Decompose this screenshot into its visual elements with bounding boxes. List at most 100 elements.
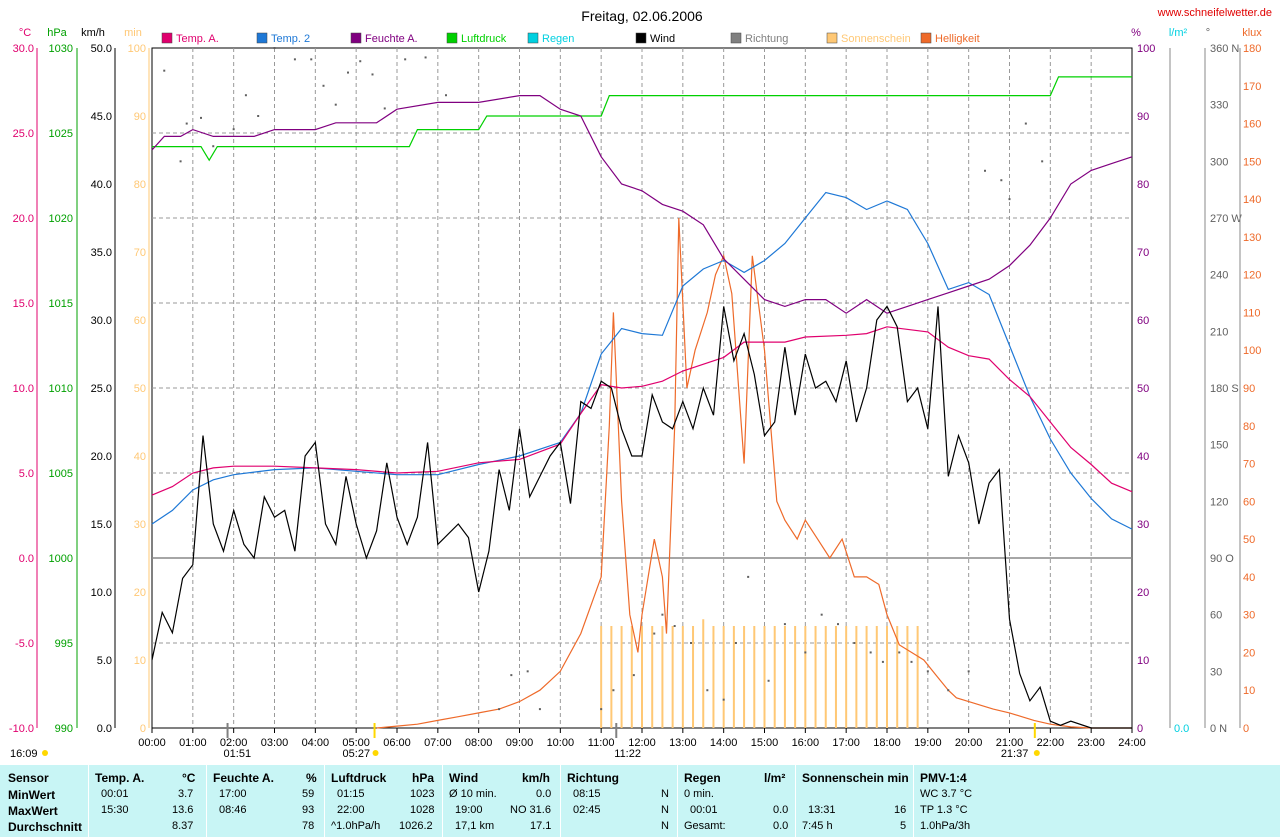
series-line bbox=[151, 305, 1132, 729]
axis-tick-label: 70 bbox=[134, 247, 146, 259]
temp-header: Temp. A. bbox=[95, 771, 145, 785]
direction-point bbox=[910, 660, 913, 663]
axis-tick-label: 50 bbox=[1137, 383, 1149, 395]
axis-tick-label: 5.0 bbox=[97, 655, 112, 667]
chart-legend: Temp. A. Temp. 2 Feuchte A. Luftdruck Regen W… bbox=[161, 32, 980, 45]
time-tick-label: 03:00 bbox=[261, 737, 289, 749]
series-richtung bbox=[163, 47, 1044, 711]
axis-tick-label: 30 bbox=[1243, 610, 1255, 622]
axis-tick-label: 70 bbox=[1243, 459, 1255, 471]
axis-tick-label: 80 bbox=[134, 179, 146, 191]
axis-tick-label: 30.0 bbox=[13, 43, 34, 55]
time-tick-label: 07:00 bbox=[424, 737, 452, 749]
direction-avg-value: N bbox=[661, 820, 669, 832]
axis-tick-label: 90 O bbox=[1210, 553, 1234, 565]
time-tick-label: 16:00 bbox=[792, 737, 820, 749]
axis-tick-label: 150 bbox=[1210, 440, 1228, 452]
wind-header: Wind bbox=[449, 771, 479, 785]
site-link[interactable]: www.schneifelwetter.de bbox=[1157, 7, 1272, 19]
direction-point bbox=[820, 613, 823, 616]
axis-tick-label: 0 bbox=[1137, 723, 1143, 735]
axis-tick-label: 1020 bbox=[49, 213, 73, 225]
direction-point bbox=[1041, 160, 1044, 163]
axis-tick-label: 180 bbox=[1243, 43, 1261, 55]
humidity-unit: % bbox=[306, 771, 317, 785]
time-axis: 00:00 01:00 02:00 03:00 04:00 05:00 06:00 07:00… bbox=[138, 728, 1146, 749]
time-tick-label: 12:00 bbox=[628, 737, 656, 749]
chart-title: Freitag, 02.06.2006 bbox=[581, 8, 703, 24]
axis-tick-label: 300 bbox=[1210, 156, 1228, 168]
row-label-sensor: Sensor bbox=[8, 771, 49, 785]
temp-min-value: 3.7 bbox=[178, 788, 194, 800]
temp-avg-value: 8.37 bbox=[172, 820, 194, 832]
temp-max-value: 13.6 bbox=[172, 804, 194, 816]
axis-tick-label: 0 N bbox=[1210, 723, 1227, 735]
axis-tick-label: 20 bbox=[1137, 587, 1149, 599]
series-feuchte-a- bbox=[151, 94, 1133, 314]
direction-point bbox=[706, 689, 709, 692]
pressure-trend: ^1.0hPa/h bbox=[331, 820, 381, 832]
time-tick-label: 13:00 bbox=[669, 737, 697, 749]
direction-point bbox=[334, 103, 337, 106]
direction-point bbox=[804, 651, 807, 654]
sunrise-time: 05:27 bbox=[343, 748, 371, 760]
time-tick-label: 17:00 bbox=[832, 737, 860, 749]
direction-point bbox=[310, 58, 313, 61]
axis-tick-label: 40.0 bbox=[91, 179, 112, 191]
axis-unit: klux bbox=[1242, 27, 1262, 39]
series-sonnenschein bbox=[600, 619, 919, 728]
series-line bbox=[376, 217, 1132, 729]
humidity-header: Feuchte A. bbox=[213, 771, 274, 785]
chart-grid bbox=[151, 47, 1133, 729]
temp-max-time: 15:30 bbox=[101, 804, 129, 816]
axis-tick-label: 990 bbox=[55, 723, 73, 735]
axis-unit: °C bbox=[19, 27, 31, 39]
direction-point bbox=[179, 160, 182, 163]
axis-tick-label: 30 bbox=[1137, 519, 1149, 531]
direction-point bbox=[526, 670, 529, 673]
time-tick-label: 00:00 bbox=[138, 737, 166, 749]
sunshine-header: Sonnenschein min bbox=[802, 771, 909, 785]
direction-point bbox=[690, 642, 692, 644]
direction-point bbox=[185, 122, 188, 125]
axis-tick-label: 35.0 bbox=[91, 247, 112, 259]
axis-tick-label: 995 bbox=[55, 638, 73, 650]
direction-point bbox=[722, 698, 725, 701]
temp-min-time: 00:01 bbox=[101, 788, 129, 800]
left-axes: 30.025.020.015.010.05.00.0-5.0-10.0°C103… bbox=[9, 27, 150, 735]
series-temp-a- bbox=[151, 326, 1133, 496]
axis-tick-label: 90 bbox=[1137, 111, 1149, 123]
axis-tick-label: 20.0 bbox=[13, 213, 34, 225]
axis-tick-label: 270 W bbox=[1210, 213, 1242, 225]
axis-tick-label: 60 bbox=[134, 315, 146, 327]
axis-tick-label: 10 bbox=[1243, 685, 1255, 697]
direction-max-time: 02:45 bbox=[573, 804, 601, 816]
pressure-max-value: 1028 bbox=[410, 804, 435, 816]
axis-tick-label: 45.0 bbox=[91, 111, 112, 123]
axis-tick-label: 130 bbox=[1243, 232, 1261, 244]
direction-point bbox=[632, 674, 635, 677]
axis-tick-label: 10 bbox=[134, 655, 146, 667]
rain-unit: l/m² bbox=[764, 771, 786, 785]
axis-tick-label: 1005 bbox=[49, 468, 73, 480]
axis-tick-label: 10.0 bbox=[91, 587, 112, 599]
sunshine-avg-value: 5 bbox=[900, 820, 907, 832]
axis-tick-label: 360 N bbox=[1210, 43, 1239, 55]
time-tick-label: 05:00 bbox=[342, 737, 370, 749]
sun-markers: 16:09 01:51 05:27 11:22 21:37 bbox=[10, 723, 1040, 760]
direction-point bbox=[322, 84, 325, 87]
direction-point bbox=[734, 642, 737, 644]
time-tick-label: 24:00 bbox=[1118, 737, 1146, 749]
axis-tick-label: 20 bbox=[1243, 647, 1255, 659]
row-label-max: MaxWert bbox=[8, 804, 58, 818]
pressure-unit: hPa bbox=[412, 771, 435, 785]
direction-point bbox=[347, 71, 349, 74]
sunset-time: 21:37 bbox=[1001, 748, 1029, 760]
axis-tick-label: 60 bbox=[1137, 315, 1149, 327]
series-line bbox=[151, 94, 1133, 314]
series-helligkeit bbox=[376, 217, 1132, 729]
axis-unit: l/m² bbox=[1169, 27, 1188, 39]
axis-tick-label: 240 bbox=[1210, 270, 1228, 282]
direction-point bbox=[1024, 122, 1027, 125]
wind-avg10-label: Ø 10 min. bbox=[449, 788, 497, 800]
